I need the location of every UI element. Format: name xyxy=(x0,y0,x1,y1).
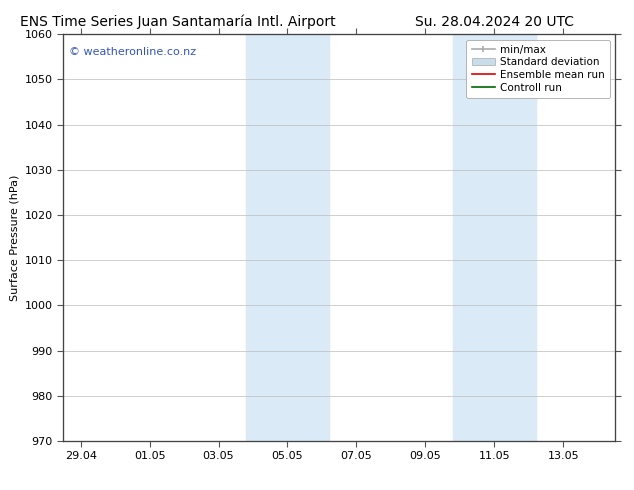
Bar xyxy=(453,34,482,441)
Legend: min/max, Standard deviation, Ensemble mean run, Controll run: min/max, Standard deviation, Ensemble me… xyxy=(467,40,610,98)
Text: Su. 28.04.2024 20 UTC: Su. 28.04.2024 20 UTC xyxy=(415,15,574,29)
Text: ENS Time Series Juan Santamaría Intl. Airport: ENS Time Series Juan Santamaría Intl. Ai… xyxy=(20,15,335,29)
Bar xyxy=(275,34,329,441)
Y-axis label: Surface Pressure (hPa): Surface Pressure (hPa) xyxy=(10,174,19,301)
Text: © weatheronline.co.nz: © weatheronline.co.nz xyxy=(69,47,196,56)
Bar xyxy=(246,34,275,441)
Bar xyxy=(482,34,536,441)
